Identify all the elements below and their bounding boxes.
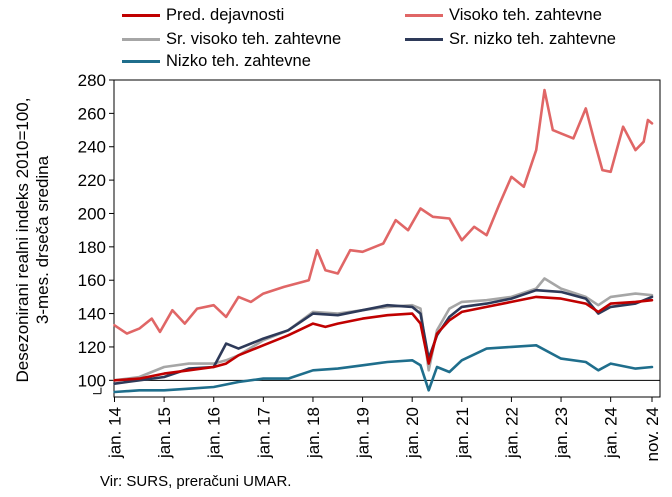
y-tick-label: 180 (78, 238, 106, 257)
legend-swatch (405, 37, 443, 41)
legend-label: Visoko teh. zahtevne (449, 6, 602, 24)
y-tick-label: 280 (78, 71, 106, 90)
series-line-pred-dejavnosti (113, 295, 654, 382)
legend-swatch (122, 37, 160, 41)
x-tick-label: jan. 21 (453, 407, 472, 459)
legend-label: Sr. visoko teh. zahtevne (166, 30, 342, 48)
x-tick-label: jan. 24 (602, 407, 621, 459)
y-tick-label: 160 (78, 271, 106, 290)
series-line-nizko-teh-zahtevne (113, 344, 654, 394)
y-axis-label-line-1: Desezonirani realni indeks 2010=100, (13, 97, 32, 383)
legend-label: Nizko teh. zahtevne (166, 52, 311, 70)
legend-item-nizko: Nizko teh. zahtevne (122, 51, 311, 71)
legend-swatch (122, 13, 160, 17)
y-tick-label: 100 (78, 371, 106, 390)
y-tick-label: 240 (78, 138, 106, 157)
legend-label: Sr. nizko teh. zahtevne (449, 30, 616, 48)
y-tick-label: 200 (78, 204, 106, 223)
series-line-sr-nizko-teh-zahtevne (113, 288, 654, 385)
series-line-visoko-teh-zahtevne (113, 88, 654, 335)
y-tick-label: 260 (78, 104, 106, 123)
y-axis-label: Desezonirani realni indeks 2010=100, 3-m… (13, 75, 57, 405)
x-tick-label: jan. 22 (502, 407, 521, 459)
legend-item-pred-dejavnosti: Pred. dejavnosti (122, 5, 284, 25)
y-tick-label: 120 (78, 338, 106, 357)
x-tick-label: jan. 15 (155, 407, 174, 459)
legend-item-visoko: Visoko teh. zahtevne (405, 5, 602, 25)
legend-swatch (122, 59, 160, 63)
legend-swatch (405, 13, 443, 17)
x-tick-label: jan. 20 (403, 407, 422, 459)
x-tick-label: nov. 24 (643, 407, 662, 462)
x-tick-label: jan. 19 (354, 407, 373, 459)
chart-legend: Pred. dejavnosti Visoko teh. zahtevne Sr… (0, 0, 672, 76)
x-tick-label: jan. 17 (254, 407, 273, 459)
source-note: Vir: SURS, preračuni UMAR. (100, 473, 292, 490)
x-tick-label: jan. 14 (106, 407, 125, 459)
legend-item-sr-nizko: Sr. nizko teh. zahtevne (405, 29, 616, 49)
y-axis-label-line-2: 3-mes. drseča sredina (33, 155, 52, 325)
x-tick-label: jan. 23 (552, 407, 571, 459)
y-tick-label: 220 (78, 171, 106, 190)
series-line-sr-visoko-teh-zahtevne (113, 277, 654, 382)
legend-item-sr-visoko: Sr. visoko teh. zahtevne (122, 29, 341, 49)
x-tick-label: jan. 18 (304, 407, 323, 459)
plot-area-border (113, 79, 661, 398)
x-tick-label: jan. 16 (205, 407, 224, 459)
y-tick-label: 140 (78, 305, 106, 324)
legend-label: Pred. dejavnosti (166, 6, 285, 24)
